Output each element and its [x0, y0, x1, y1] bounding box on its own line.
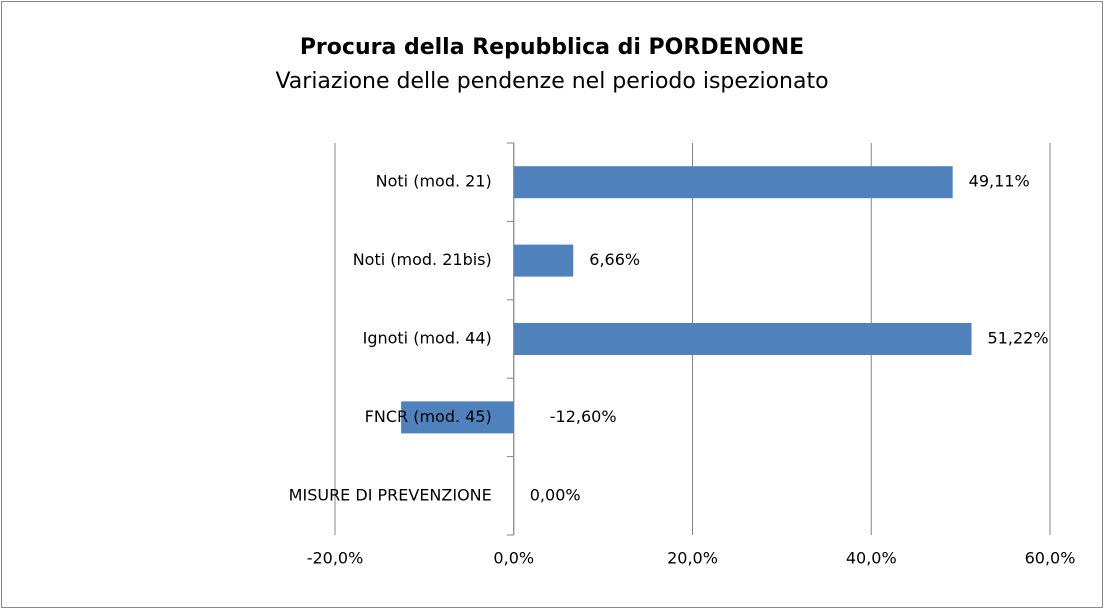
- value-label: -12,60%: [550, 407, 617, 426]
- x-tick-label: 40,0%: [846, 549, 897, 568]
- y-tick-label: FNCR (mod. 45): [365, 407, 492, 426]
- y-tick-label: Noti (mod. 21bis): [353, 250, 492, 269]
- x-tick-label: 0,0%: [493, 549, 534, 568]
- x-tick-label: 20,0%: [667, 549, 718, 568]
- x-tick-label: -20,0%: [307, 549, 364, 568]
- bar: [513, 166, 953, 199]
- chart-title: Procura della Repubblica di PORDENONE: [300, 35, 804, 60]
- y-tick-label: MISURE DI PREVENZIONE: [289, 485, 492, 504]
- x-tick-label: 60,0%: [1025, 549, 1076, 568]
- y-tick-label: Ignoti (mod. 44): [363, 329, 492, 348]
- bar: [513, 244, 574, 277]
- chart-subtitle: Variazione delle pendenze nel periodo is…: [275, 69, 828, 94]
- y-tick-label: Noti (mod. 21): [376, 172, 492, 191]
- value-label: 0,00%: [530, 485, 581, 504]
- value-label: 6,66%: [589, 250, 640, 269]
- value-label: 51,22%: [988, 329, 1049, 348]
- value-label: 49,11%: [969, 172, 1030, 191]
- bar: [401, 401, 514, 434]
- bar: [513, 323, 972, 355]
